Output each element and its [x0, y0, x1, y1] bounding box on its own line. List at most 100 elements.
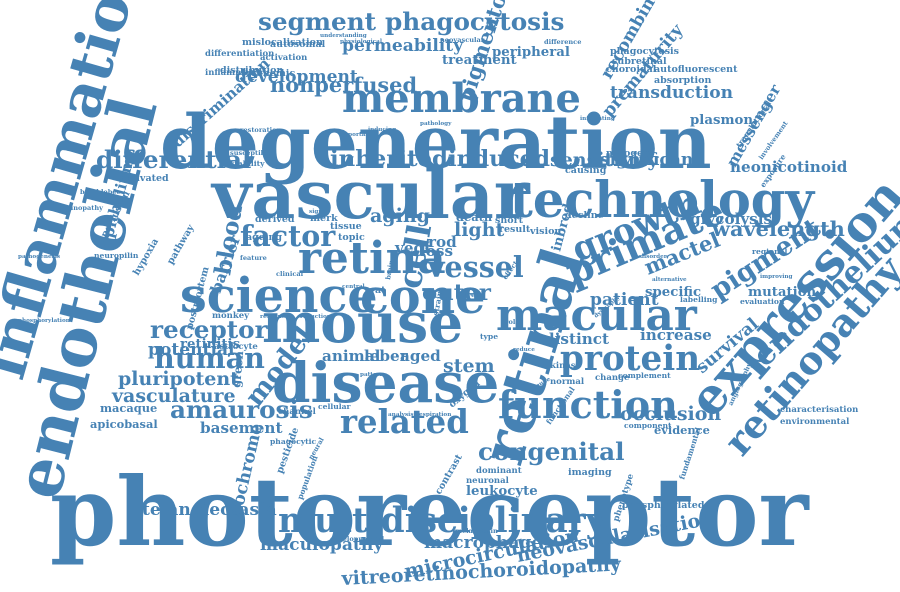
cloud-word-retina: retina	[298, 233, 446, 284]
cloud-word-environmental: environmental	[780, 417, 850, 427]
cloud-word-membrane: membrane	[342, 76, 581, 122]
cloud-word-death: death	[456, 210, 493, 224]
cloud-word-neovascular: neovascular	[440, 36, 485, 44]
cloud-word-aged: aged	[400, 347, 441, 365]
cloud-word-vessel: vessel	[427, 250, 524, 284]
cloud-word-choroidal: choroidal	[606, 64, 657, 75]
cloud-word-retinitis: retinitis	[180, 337, 240, 352]
cloud-word-green: green	[229, 350, 246, 389]
cloud-word-novel: novel	[458, 291, 478, 299]
cloud-word-phagocytosis: phagocytosis	[385, 7, 564, 36]
cloud-word-development: development	[235, 67, 358, 87]
cloud-word-pathology: pathology	[420, 121, 452, 127]
cloud-word-multidisciplinary: multidisciplinary	[278, 501, 607, 541]
cloud-word-physiological: physiological	[340, 39, 383, 45]
cloud-word-leber: leber	[364, 347, 409, 365]
cloud-word-topic: topic	[338, 232, 365, 243]
cloud-word-evaluation: evaluation	[740, 297, 785, 306]
cloud-word-peripheral: peripheral	[492, 45, 570, 60]
cloud-word-labelling: labelling	[680, 295, 718, 304]
cloud-word-significant: significant	[600, 150, 701, 170]
cloud-word-merk: merk	[310, 213, 338, 224]
cloud-word-sensitivity: sensitivity	[550, 149, 660, 171]
cloud-word-stability: stability	[230, 159, 265, 168]
cloud-word-kinase: kinase	[550, 361, 582, 371]
cloud-word-role: role	[505, 318, 520, 326]
cloud-word-aging: aging	[370, 205, 430, 227]
cloud-word-analysis: analysis	[388, 412, 414, 418]
cloud-word-disorder: disorder	[640, 254, 668, 260]
cloud-word-leukocyte: leukocyte	[466, 484, 538, 499]
cloud-word-plasmon: plasmon	[690, 113, 753, 128]
cloud-word-protein: protein	[560, 339, 700, 379]
cloud-word-reduction: reduction	[300, 314, 331, 320]
cloud-word-transduction: transduction	[610, 83, 734, 103]
cloud-word-technology: technology	[510, 171, 815, 229]
cloud-word-vegf: vegf	[394, 239, 432, 257]
cloud-word-increase: increase	[640, 326, 712, 344]
cloud-word-vascular: vascular	[210, 156, 531, 234]
cloud-word-dominant: dominant	[476, 466, 522, 476]
cloud-word-derived: derived	[255, 214, 295, 225]
cloud-word-characterisation: characterisation	[780, 405, 858, 415]
cloud-word-developmental: developmental	[330, 535, 385, 543]
cloud-word-absorption: absorption	[654, 75, 711, 86]
cloud-word-monkey: monkey	[212, 311, 250, 321]
cloud-word-segment: segment	[258, 7, 377, 36]
cloud-word-restoration: restoration	[240, 126, 282, 134]
cloud-word-macrophage: macrophage	[424, 533, 542, 553]
cloud-word-decline: decline	[565, 210, 604, 221]
cloud-word-neonicotinoid: neonicotinoid	[730, 158, 848, 176]
cloud-word-science: science	[180, 268, 378, 324]
cloud-word-phosphorylated: phosphorylated	[622, 500, 705, 511]
cloud-word-respiration: respiration	[416, 412, 451, 418]
cloud-word-light: light	[454, 219, 505, 241]
cloud-word-mutation: mutation	[748, 285, 817, 300]
cloud-word-bumblebee: bumblebee	[80, 188, 121, 196]
cloud-word-clinical: clinical	[276, 270, 304, 278]
cloud-word-specific: specific	[645, 285, 701, 300]
cloud-word-wavelength: wavelength	[711, 216, 845, 241]
cloud-word-nonperfused: nonperfused	[270, 72, 417, 97]
cloud-word-normal: normal	[550, 377, 585, 387]
cloud-word-mouse: mouse	[262, 290, 463, 355]
cloud-word-activated: activated	[120, 173, 169, 184]
cloud-word-neuronal: neuronal	[466, 476, 510, 486]
cloud-word-degeneration: degeneration	[160, 99, 712, 186]
cloud-word-retinopathy: retinopathy	[60, 204, 103, 212]
cloud-word-feature: feature	[240, 254, 267, 262]
cloud-word-permeability: permeability	[342, 36, 464, 56]
cloud-word-cellular: cellular	[318, 402, 352, 411]
cloud-word-important: important	[340, 132, 372, 138]
cloud-word-vasculature: vasculature	[111, 385, 236, 407]
cloud-word-differentiation: differentiation	[205, 49, 274, 59]
cloud-word-disease: disease	[272, 350, 499, 415]
cloud-word-inherited: inherited	[330, 146, 448, 172]
cloud-word-understanding: understanding	[320, 33, 367, 39]
cloud-word-alternative: alternative	[652, 277, 687, 283]
cloud-word-macaque: macaque	[100, 401, 157, 415]
cloud-word-telangiectasia: telangiectasia	[142, 500, 277, 520]
cloud-word-glycolysis: glycolysis	[690, 210, 772, 228]
cloud-word-patient: patient	[590, 290, 659, 310]
cloud-word-inducing: inducing	[368, 127, 396, 133]
cloud-word-loss: loss	[420, 242, 453, 260]
cloud-word-reduce: reduce	[513, 347, 535, 353]
cloud-word-outer: outer	[422, 280, 492, 306]
cloud-word-apicobasal: apicobasal	[90, 417, 158, 431]
cloud-word-pathway: pathway	[165, 223, 197, 267]
cloud-word-rat: rat	[370, 285, 386, 296]
cloud-word-difference: difference	[544, 38, 581, 46]
cloud-word-occlusion: occlusion	[620, 403, 721, 425]
cloud-word-factor: factor	[240, 219, 336, 253]
cloud-word-animal: animal	[322, 347, 381, 365]
cloud-word-function: function	[498, 382, 678, 427]
cloud-word-improving: improving	[760, 274, 793, 280]
cloud-word-susceptible: susceptible	[230, 149, 272, 157]
cloud-word-mislocalisation: mislocalisation	[242, 37, 323, 48]
cloud-word-treatment: treatment	[442, 53, 518, 68]
cloud-word-receptor: receptor	[150, 315, 269, 344]
cloud-word-change: change	[595, 373, 630, 383]
cloud-word-phagocytosis: phagocytosis	[610, 46, 679, 57]
